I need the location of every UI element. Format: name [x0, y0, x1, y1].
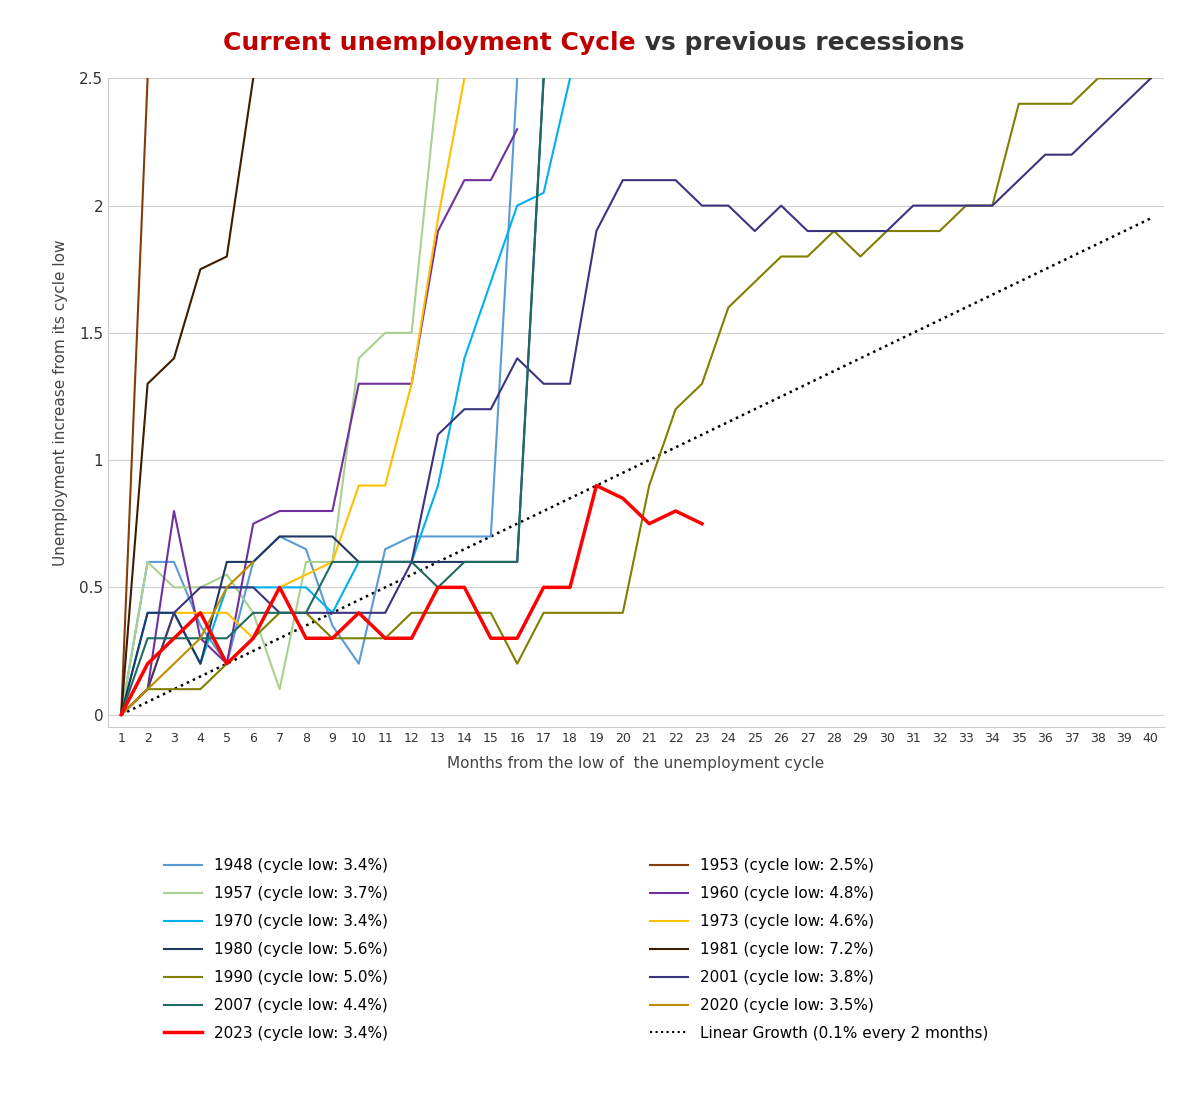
Text: Current unemployment Cycle vs previous recessions: Current unemployment Cycle vs previous r… [229, 39, 971, 63]
Text: Current unemployment Cycle: Current unemployment Cycle [223, 30, 636, 55]
Text: vs previous recessions: vs previous recessions [636, 30, 965, 55]
Legend: 1953 (cycle low: 2.5%), 1960 (cycle low: 4.8%), 1973 (cycle low: 4.6%), 1981 (cy: 1953 (cycle low: 2.5%), 1960 (cycle low:… [643, 852, 995, 1047]
Y-axis label: Unemployment increase from its cycle low: Unemployment increase from its cycle low [53, 239, 68, 566]
X-axis label: Months from the low of  the unemployment cycle: Months from the low of the unemployment … [448, 756, 824, 771]
